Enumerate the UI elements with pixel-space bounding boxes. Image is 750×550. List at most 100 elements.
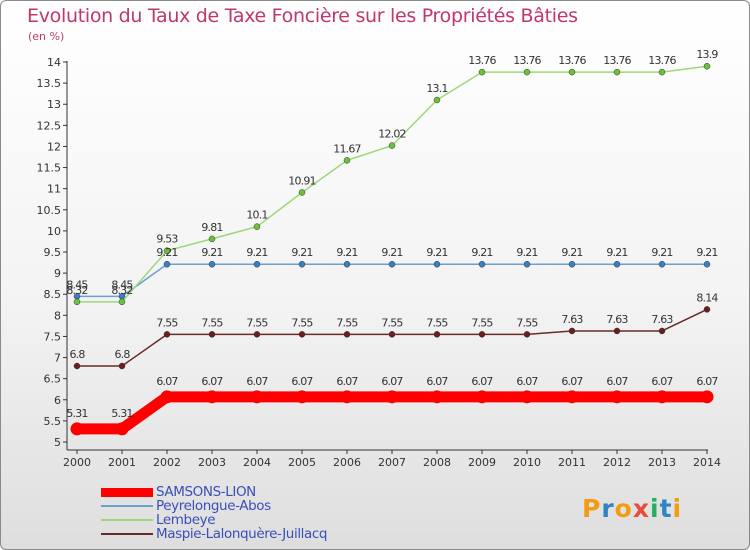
data-label: 13.76 <box>558 54 586 67</box>
data-point <box>253 223 261 230</box>
unit-label: (en %) <box>28 30 65 43</box>
data-point <box>343 331 351 338</box>
data-point <box>343 157 351 164</box>
data-point <box>433 331 441 338</box>
data-point <box>298 189 306 196</box>
data-label: 9.81 <box>201 221 222 234</box>
data-label: 7.63 <box>561 313 583 326</box>
data-point <box>658 68 666 76</box>
chart-title: Evolution du Taux de Taxe Foncière sur l… <box>27 5 578 27</box>
data-point <box>298 331 306 338</box>
data-label: 8.45 <box>66 278 88 291</box>
data-point <box>568 260 576 268</box>
data-label: 13.76 <box>513 54 541 67</box>
y-tick-label: 14 <box>47 56 61 69</box>
data-label: 13.76 <box>648 54 676 67</box>
logo-letter: i <box>650 494 660 523</box>
data-label: 13.1 <box>426 82 447 95</box>
data-label: 9.21 <box>381 246 402 259</box>
data-label: 9.53 <box>156 233 178 246</box>
data-label: 11.67 <box>333 142 361 155</box>
data-label: 6.07 <box>156 375 178 388</box>
data-label: 8.45 <box>111 278 133 291</box>
data-label: 9.21 <box>651 246 672 259</box>
data-point <box>478 68 486 76</box>
data-label: 6.07 <box>246 375 268 388</box>
data-label: 7.63 <box>651 313 673 326</box>
data-point <box>253 331 261 338</box>
data-label: 7.55 <box>291 316 313 329</box>
logo-letter: o <box>614 494 633 523</box>
x-tick-label: 2009 <box>468 456 496 469</box>
y-tick-label: 6 <box>54 394 61 407</box>
legend-swatch <box>101 519 153 521</box>
data-label: 9.21 <box>561 246 582 259</box>
data-point <box>523 331 531 338</box>
data-label: 7.55 <box>381 316 403 329</box>
data-point <box>298 260 306 268</box>
x-tick-label: 2002 <box>153 456 181 469</box>
y-tick-label: 5 <box>54 436 61 449</box>
legend-label: Lembeye <box>156 512 216 528</box>
data-label: 7.55 <box>516 316 538 329</box>
data-label: 9.21 <box>516 246 537 259</box>
data-point <box>160 390 174 404</box>
data-point <box>475 390 489 404</box>
data-point <box>115 422 129 436</box>
data-label: 6.07 <box>471 375 493 388</box>
data-point <box>118 362 126 370</box>
data-label: 7.55 <box>336 316 358 329</box>
data-label: 10.91 <box>288 174 316 187</box>
data-point <box>433 260 441 268</box>
data-label: 8.32 <box>111 284 132 297</box>
data-point <box>655 390 669 404</box>
data-label: 7.55 <box>471 316 493 329</box>
data-label: 5.31 <box>66 407 87 420</box>
data-point <box>523 260 531 268</box>
data-point <box>520 390 534 404</box>
y-tick-label: 9.5 <box>44 246 62 259</box>
legend-swatch <box>101 505 153 507</box>
logo-letter: x <box>632 494 650 523</box>
x-tick-label: 2003 <box>198 456 226 469</box>
data-label: 9.21 <box>156 246 177 259</box>
data-label: 6.07 <box>696 375 718 388</box>
data-point <box>205 390 219 404</box>
data-point <box>568 327 576 335</box>
data-point <box>388 260 396 268</box>
data-label: 6.07 <box>201 375 223 388</box>
data-point <box>610 390 624 404</box>
data-label: 6.07 <box>651 375 673 388</box>
legend-label: SAMSONS-LION <box>156 484 256 500</box>
data-point <box>340 390 354 404</box>
x-tick-label: 2014 <box>693 456 721 469</box>
data-label: 7.55 <box>246 316 268 329</box>
data-point <box>388 331 396 338</box>
data-label: 6.07 <box>426 375 448 388</box>
x-tick-label: 2010 <box>513 456 541 469</box>
y-tick-label: 13.5 <box>37 77 62 90</box>
data-label: 5.31 <box>111 407 132 420</box>
data-point <box>163 331 171 338</box>
data-point <box>658 327 666 335</box>
data-label: 9.21 <box>291 246 312 259</box>
data-point <box>430 390 444 404</box>
data-point <box>658 260 666 268</box>
data-label: 9.21 <box>336 246 357 259</box>
y-tick-label: 11.5 <box>37 162 62 175</box>
logo-letter: t <box>659 494 673 523</box>
data-label: 13.76 <box>603 54 631 67</box>
x-tick-label: 2007 <box>378 456 406 469</box>
data-point <box>163 247 171 254</box>
data-point <box>385 390 399 404</box>
y-tick-label: 9 <box>54 267 61 280</box>
x-tick-label: 2005 <box>288 456 316 469</box>
data-point <box>163 260 171 268</box>
data-point <box>703 62 711 70</box>
x-tick-label: 2008 <box>423 456 451 469</box>
data-point <box>703 306 711 313</box>
data-point <box>343 260 351 268</box>
data-point <box>73 362 81 370</box>
data-label: 9.21 <box>471 246 492 259</box>
